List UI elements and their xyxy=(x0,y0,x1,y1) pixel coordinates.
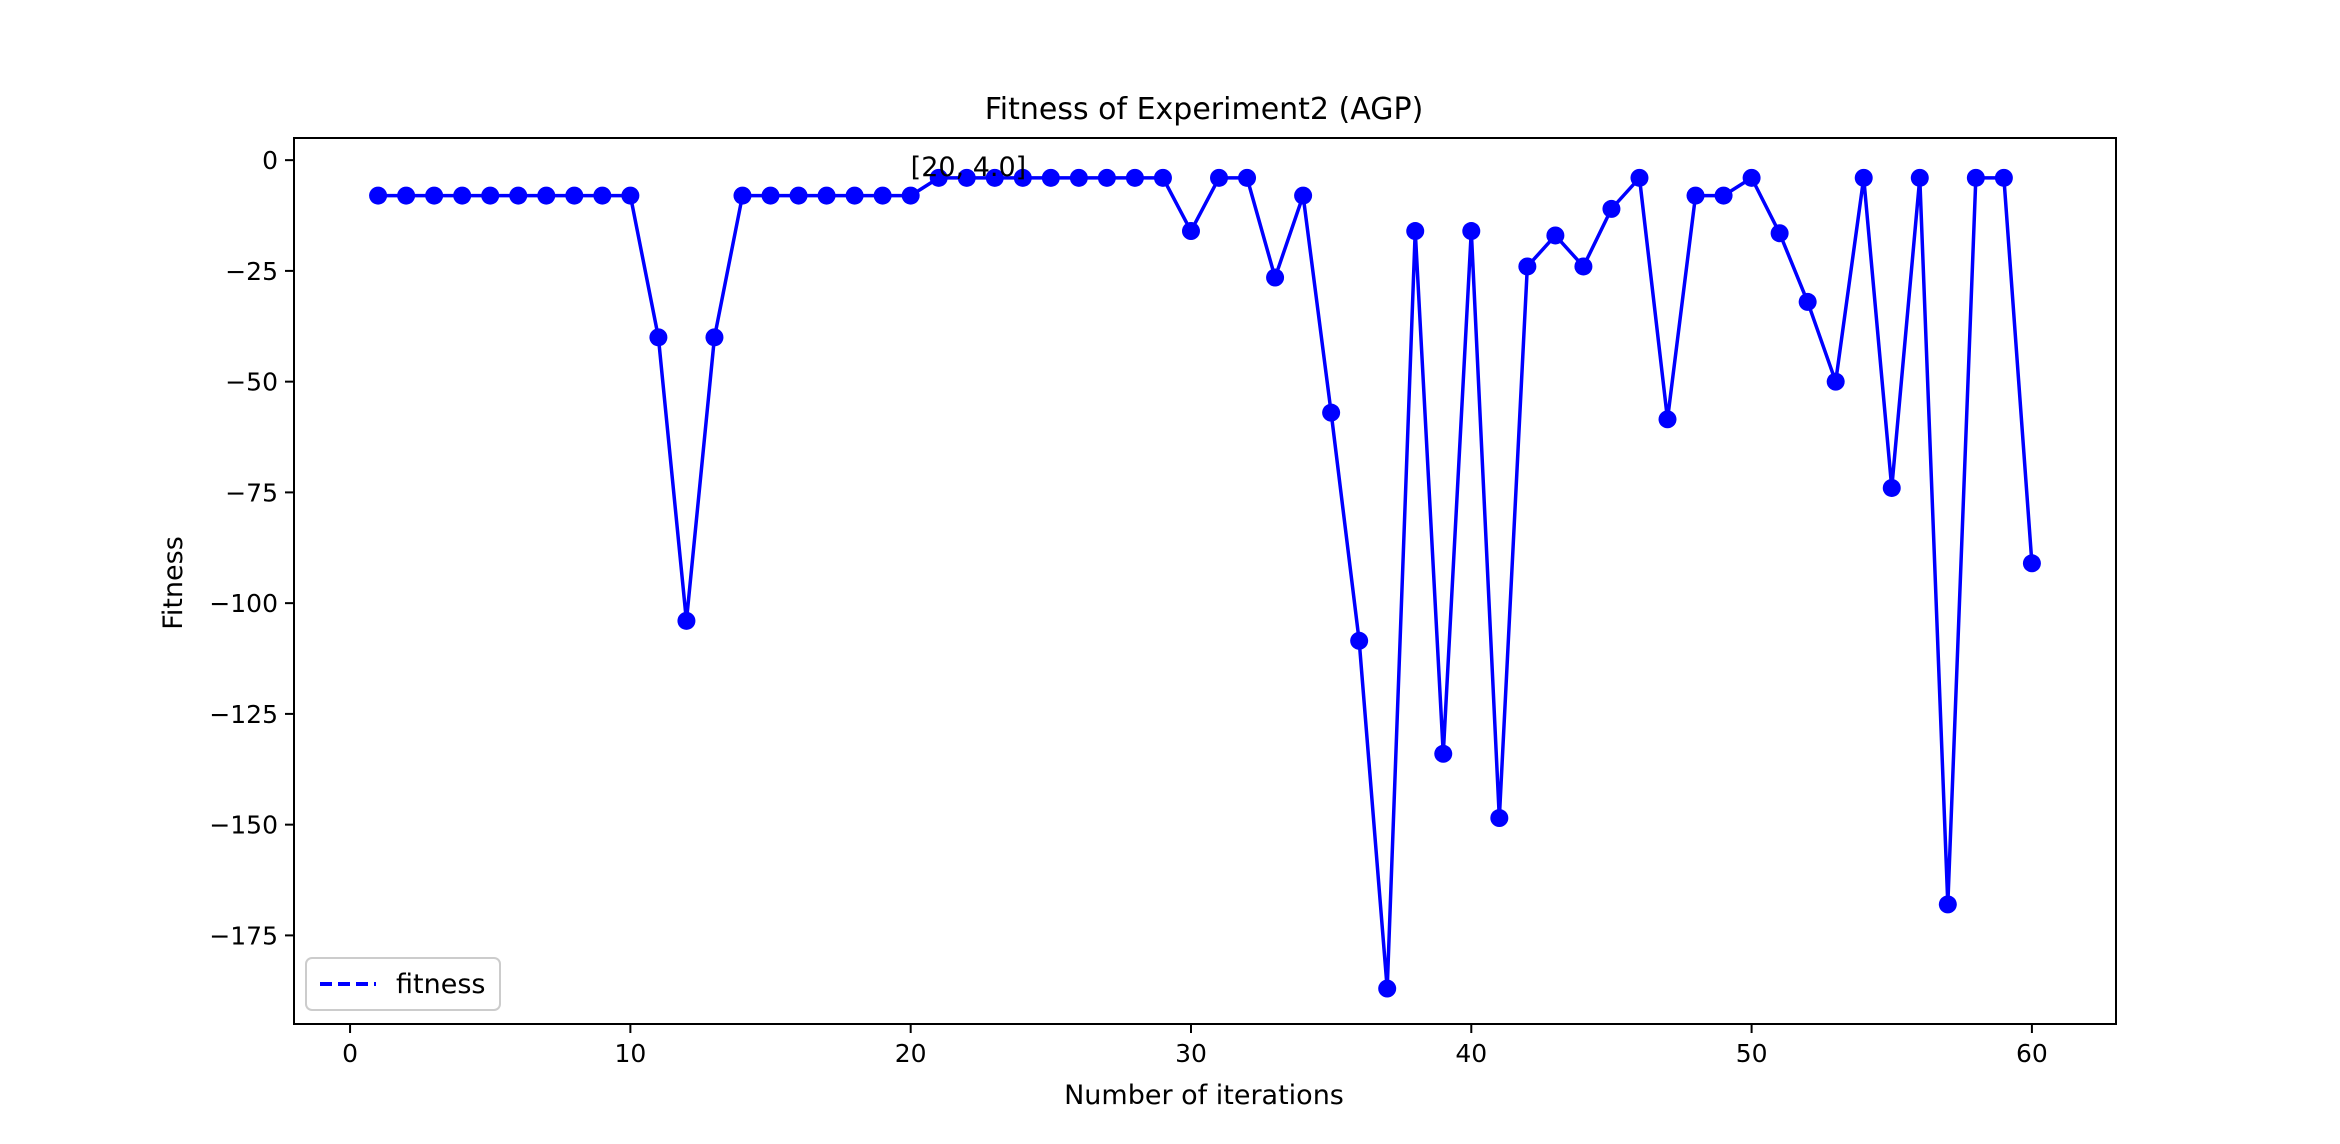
data-point xyxy=(593,186,612,205)
data-point xyxy=(1322,403,1341,422)
x-tick-label: 60 xyxy=(2016,1039,2048,1068)
data-point xyxy=(1518,257,1537,276)
y-tick-label: −175 xyxy=(209,921,278,950)
y-tick-label: −100 xyxy=(209,589,278,618)
data-point xyxy=(397,186,416,205)
axes-frame xyxy=(293,137,2117,1025)
data-point xyxy=(789,186,808,205)
x-tick-label: 20 xyxy=(895,1039,927,1068)
data-point xyxy=(817,186,836,205)
data-point xyxy=(425,186,444,205)
data-point xyxy=(733,186,752,205)
data-point xyxy=(1630,168,1649,187)
plot-area: 0 10 20 30 40 50 60 0 −25 −50 −75 −100 −125 −150 −175 [… xyxy=(209,137,2117,1068)
data-point xyxy=(1294,186,1313,205)
data-point xyxy=(1013,168,1032,187)
y-tick-label: −50 xyxy=(225,368,278,397)
data-point xyxy=(1574,257,1593,276)
x-tick-label: 10 xyxy=(614,1039,646,1068)
data-point xyxy=(1153,168,1172,187)
data-point xyxy=(1041,168,1060,187)
data-point xyxy=(1826,372,1845,391)
data-point xyxy=(1490,809,1509,828)
data-point xyxy=(1210,168,1229,187)
y-tick-label: −125 xyxy=(209,700,278,729)
data-point xyxy=(901,186,920,205)
x-tick-label: 0 xyxy=(342,1039,358,1068)
data-point xyxy=(1406,222,1425,241)
data-point xyxy=(1910,168,1929,187)
legend-label-fitness: fitness xyxy=(396,969,485,1000)
data-point xyxy=(677,611,696,630)
data-point xyxy=(705,328,724,347)
x-tick-label: 50 xyxy=(1736,1039,1768,1068)
data-point xyxy=(1742,168,1761,187)
legend: fitness xyxy=(305,957,501,1011)
data-point xyxy=(929,168,948,187)
data-point xyxy=(985,168,1004,187)
data-point xyxy=(1714,186,1733,205)
data-point xyxy=(1434,744,1453,763)
data-point xyxy=(1686,186,1705,205)
data-point xyxy=(537,186,556,205)
data-point xyxy=(1069,168,1088,187)
data-point xyxy=(1966,168,1985,187)
y-tick-label: −75 xyxy=(225,478,278,507)
data-point xyxy=(1938,895,1957,914)
y-tick-label: −25 xyxy=(225,257,278,286)
data-point xyxy=(873,186,892,205)
data-point xyxy=(1546,226,1565,245)
data-point xyxy=(845,186,864,205)
data-point xyxy=(509,186,528,205)
y-tick-label: −150 xyxy=(209,811,278,840)
data-point xyxy=(2022,554,2041,573)
x-tick-label: 30 xyxy=(1175,1039,1207,1068)
data-point xyxy=(1266,268,1285,287)
data-point xyxy=(1854,168,1873,187)
data-point xyxy=(1350,631,1369,650)
data-point xyxy=(369,186,388,205)
data-point xyxy=(1181,222,1200,241)
data-point xyxy=(621,186,640,205)
data-point xyxy=(1097,168,1116,187)
data-point xyxy=(1462,222,1481,241)
data-point xyxy=(1238,168,1257,187)
data-point xyxy=(1882,478,1901,497)
data-point xyxy=(761,186,780,205)
data-point xyxy=(1378,979,1397,998)
y-axis-label: Fitness xyxy=(158,536,189,630)
data-point xyxy=(481,186,500,205)
data-point xyxy=(565,186,584,205)
legend-box xyxy=(305,957,501,1011)
data-point xyxy=(1125,168,1144,187)
series-line-fitness xyxy=(378,176,2034,991)
x-axis-label: Number of iterations xyxy=(1064,1080,1344,1111)
x-tick-label: 40 xyxy=(1455,1039,1487,1068)
chart-title: Fitness of Experiment2 (AGP) xyxy=(985,92,1424,127)
y-tick-label: 0 xyxy=(262,146,278,175)
data-point xyxy=(957,168,976,187)
data-point xyxy=(649,328,668,347)
data-point xyxy=(1798,292,1817,311)
data-point xyxy=(1602,199,1621,218)
data-point xyxy=(1994,168,2013,187)
annotation: [20, 4.0] xyxy=(911,152,1027,183)
data-point xyxy=(453,186,472,205)
data-point xyxy=(1770,224,1789,243)
data-point xyxy=(1658,410,1677,429)
